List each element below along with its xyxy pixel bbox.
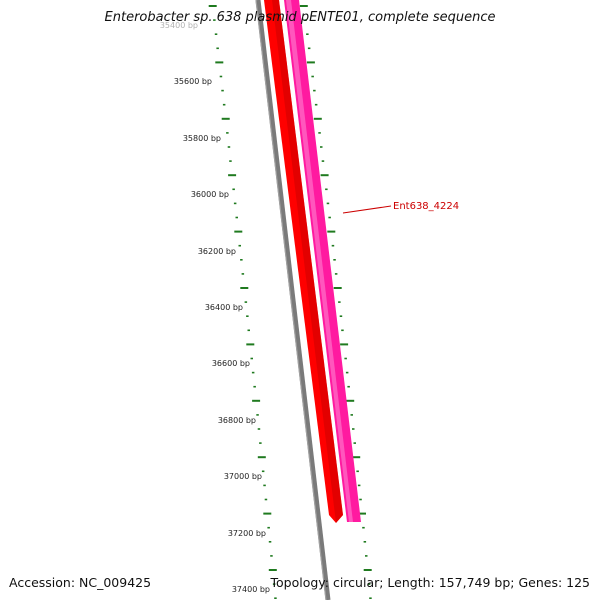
gene-pink-highlight xyxy=(286,0,353,522)
ruler-label: 36200 bp xyxy=(198,247,236,256)
inner-tick-track xyxy=(208,5,277,600)
gene-red-shade xyxy=(272,0,343,523)
ruler-label: 37200 bp xyxy=(228,529,266,538)
backbone-line xyxy=(255,0,331,600)
ruler-labels: 35400 bp 35600 bp 35800 bp 36000 bp 3620… xyxy=(160,21,270,594)
ruler-label: 37400 bp xyxy=(232,585,270,594)
gene-label-leader xyxy=(342,205,392,214)
ruler-label: 37000 bp xyxy=(224,472,262,481)
ruler-label: 36600 bp xyxy=(212,359,250,368)
accession-text: Accession: NC_009425 xyxy=(9,575,152,590)
ruler-label: 36800 bp xyxy=(218,416,256,425)
ruler-label: 36000 bp xyxy=(191,190,229,199)
gene-label-ent638-4224[interactable]: Ent638_4224 xyxy=(393,201,459,212)
outer-tick-track xyxy=(299,5,372,600)
map-title: Enterobacter sp. 638 plasmid pENTE01, co… xyxy=(104,10,496,25)
ruler-label: 35800 bp xyxy=(183,134,221,143)
summary-text: Topology: circular; Length: 157,749 bp; … xyxy=(270,575,591,590)
backbone-highlight xyxy=(255,0,327,600)
ruler-label: 35600 bp xyxy=(174,77,212,86)
ruler-label: 36400 bp xyxy=(205,303,243,312)
ruler-label-clipped: 35400 bp xyxy=(160,21,198,30)
